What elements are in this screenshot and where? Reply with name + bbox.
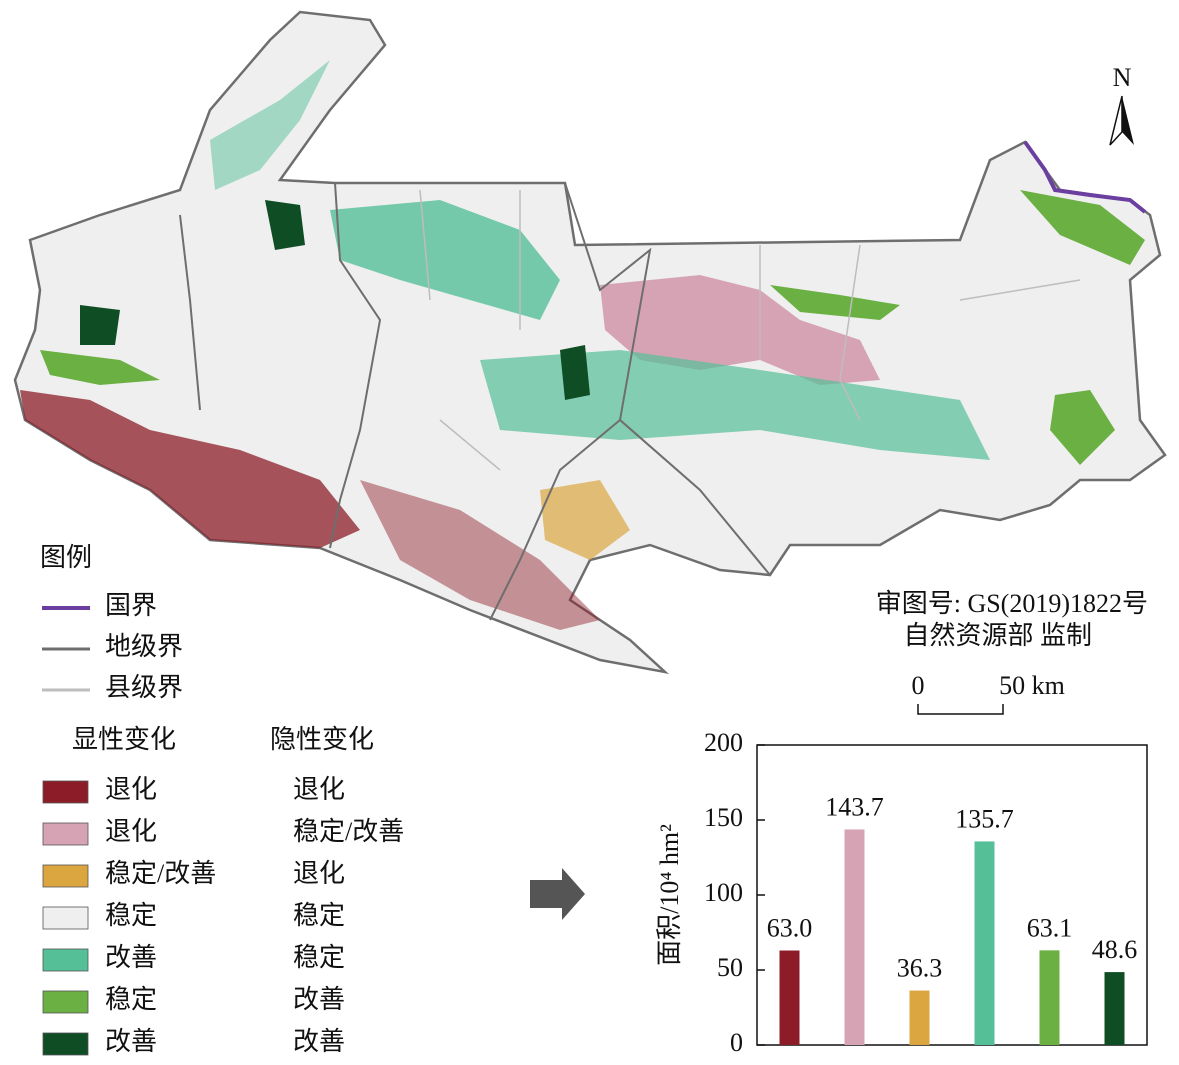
region-outline — [13, 10, 1167, 675]
north-arrow — [1109, 95, 1123, 146]
value-label: 63.0 — [767, 913, 813, 942]
legend-swatch — [42, 906, 89, 930]
region-patch — [1050, 390, 1115, 465]
county-boundary — [419, 189, 1081, 471]
map: N 审图号: GS(2019)1822号 自然资源部 监制 0 50 km — [13, 10, 1167, 715]
legend-swatch — [42, 990, 89, 1014]
region-patch — [770, 285, 900, 320]
legend-label: 稳定/改善 — [105, 859, 216, 888]
legend-swatch — [42, 1032, 89, 1056]
legend-label: 改善 — [293, 1027, 345, 1056]
region-patch — [1020, 190, 1145, 265]
value-label: 135.7 — [955, 804, 1014, 833]
approval-text: 自然资源部 监制 — [903, 621, 1092, 650]
scale-bar — [917, 704, 1004, 715]
region-patch — [210, 60, 330, 190]
legend-swatch — [42, 864, 89, 888]
arrow — [530, 868, 585, 920]
region-patch — [360, 480, 600, 630]
north-arrow — [1122, 96, 1134, 145]
national-boundary — [1023, 140, 1147, 214]
region-patch — [480, 350, 990, 460]
bar — [909, 990, 930, 1045]
y-tick-label: 50 — [717, 953, 743, 982]
bar — [1104, 972, 1125, 1045]
legend-label: 退化 — [293, 859, 345, 888]
legend-label: 稳定/改善 — [293, 817, 404, 846]
plot-frame — [756, 744, 1148, 1046]
legend-column: 隐性变化 — [270, 725, 374, 754]
region-patch — [40, 350, 160, 385]
y-tick-label: 0 — [730, 1028, 743, 1057]
y-tick-label: 100 — [704, 878, 743, 907]
north-label: N — [1113, 63, 1132, 92]
scale-label: 0 — [912, 671, 925, 700]
value-label: 143.7 — [825, 792, 884, 821]
approval-text: 审图号: GS(2019)1822号 — [876, 589, 1148, 618]
bar — [779, 950, 800, 1045]
legend-column: 显性变化 — [72, 725, 176, 754]
district-boundary — [179, 182, 771, 621]
legend-label: 稳定 — [293, 901, 345, 930]
legend-label: 县级界 — [105, 673, 183, 702]
region-patch — [540, 480, 630, 560]
value-label: 36.3 — [897, 954, 943, 983]
legend-label: 退化 — [293, 775, 345, 804]
value-label: 48.6 — [1092, 935, 1138, 964]
region-patch — [20, 390, 360, 548]
legend-label: 地级界 — [105, 632, 183, 661]
legend-label: 改善 — [105, 1027, 157, 1056]
legend-label: 退化 — [105, 817, 157, 846]
legend-label: 国界 — [105, 591, 157, 620]
legend-swatch — [42, 822, 89, 846]
y-axis-label: 面积/10⁴ hm² — [655, 824, 684, 966]
legend-title: 图例 — [40, 543, 92, 572]
legend-swatch — [42, 780, 89, 804]
legend-label: 退化 — [105, 775, 157, 804]
scale-label: 50 km — [999, 671, 1065, 700]
bar — [974, 841, 995, 1045]
legend-label: 稳定 — [105, 985, 157, 1014]
legend-label: 稳定 — [105, 901, 157, 930]
legend-swatch — [42, 948, 89, 972]
region-patch — [330, 200, 560, 320]
y-tick-label: 200 — [704, 728, 743, 757]
bar — [844, 829, 865, 1045]
legend-label: 改善 — [105, 943, 157, 972]
value-label: 63.1 — [1027, 913, 1073, 942]
legend-label: 改善 — [293, 985, 345, 1014]
legend-label: 稳定 — [293, 943, 345, 972]
bar — [1039, 950, 1060, 1045]
y-tick-label: 150 — [704, 803, 743, 832]
